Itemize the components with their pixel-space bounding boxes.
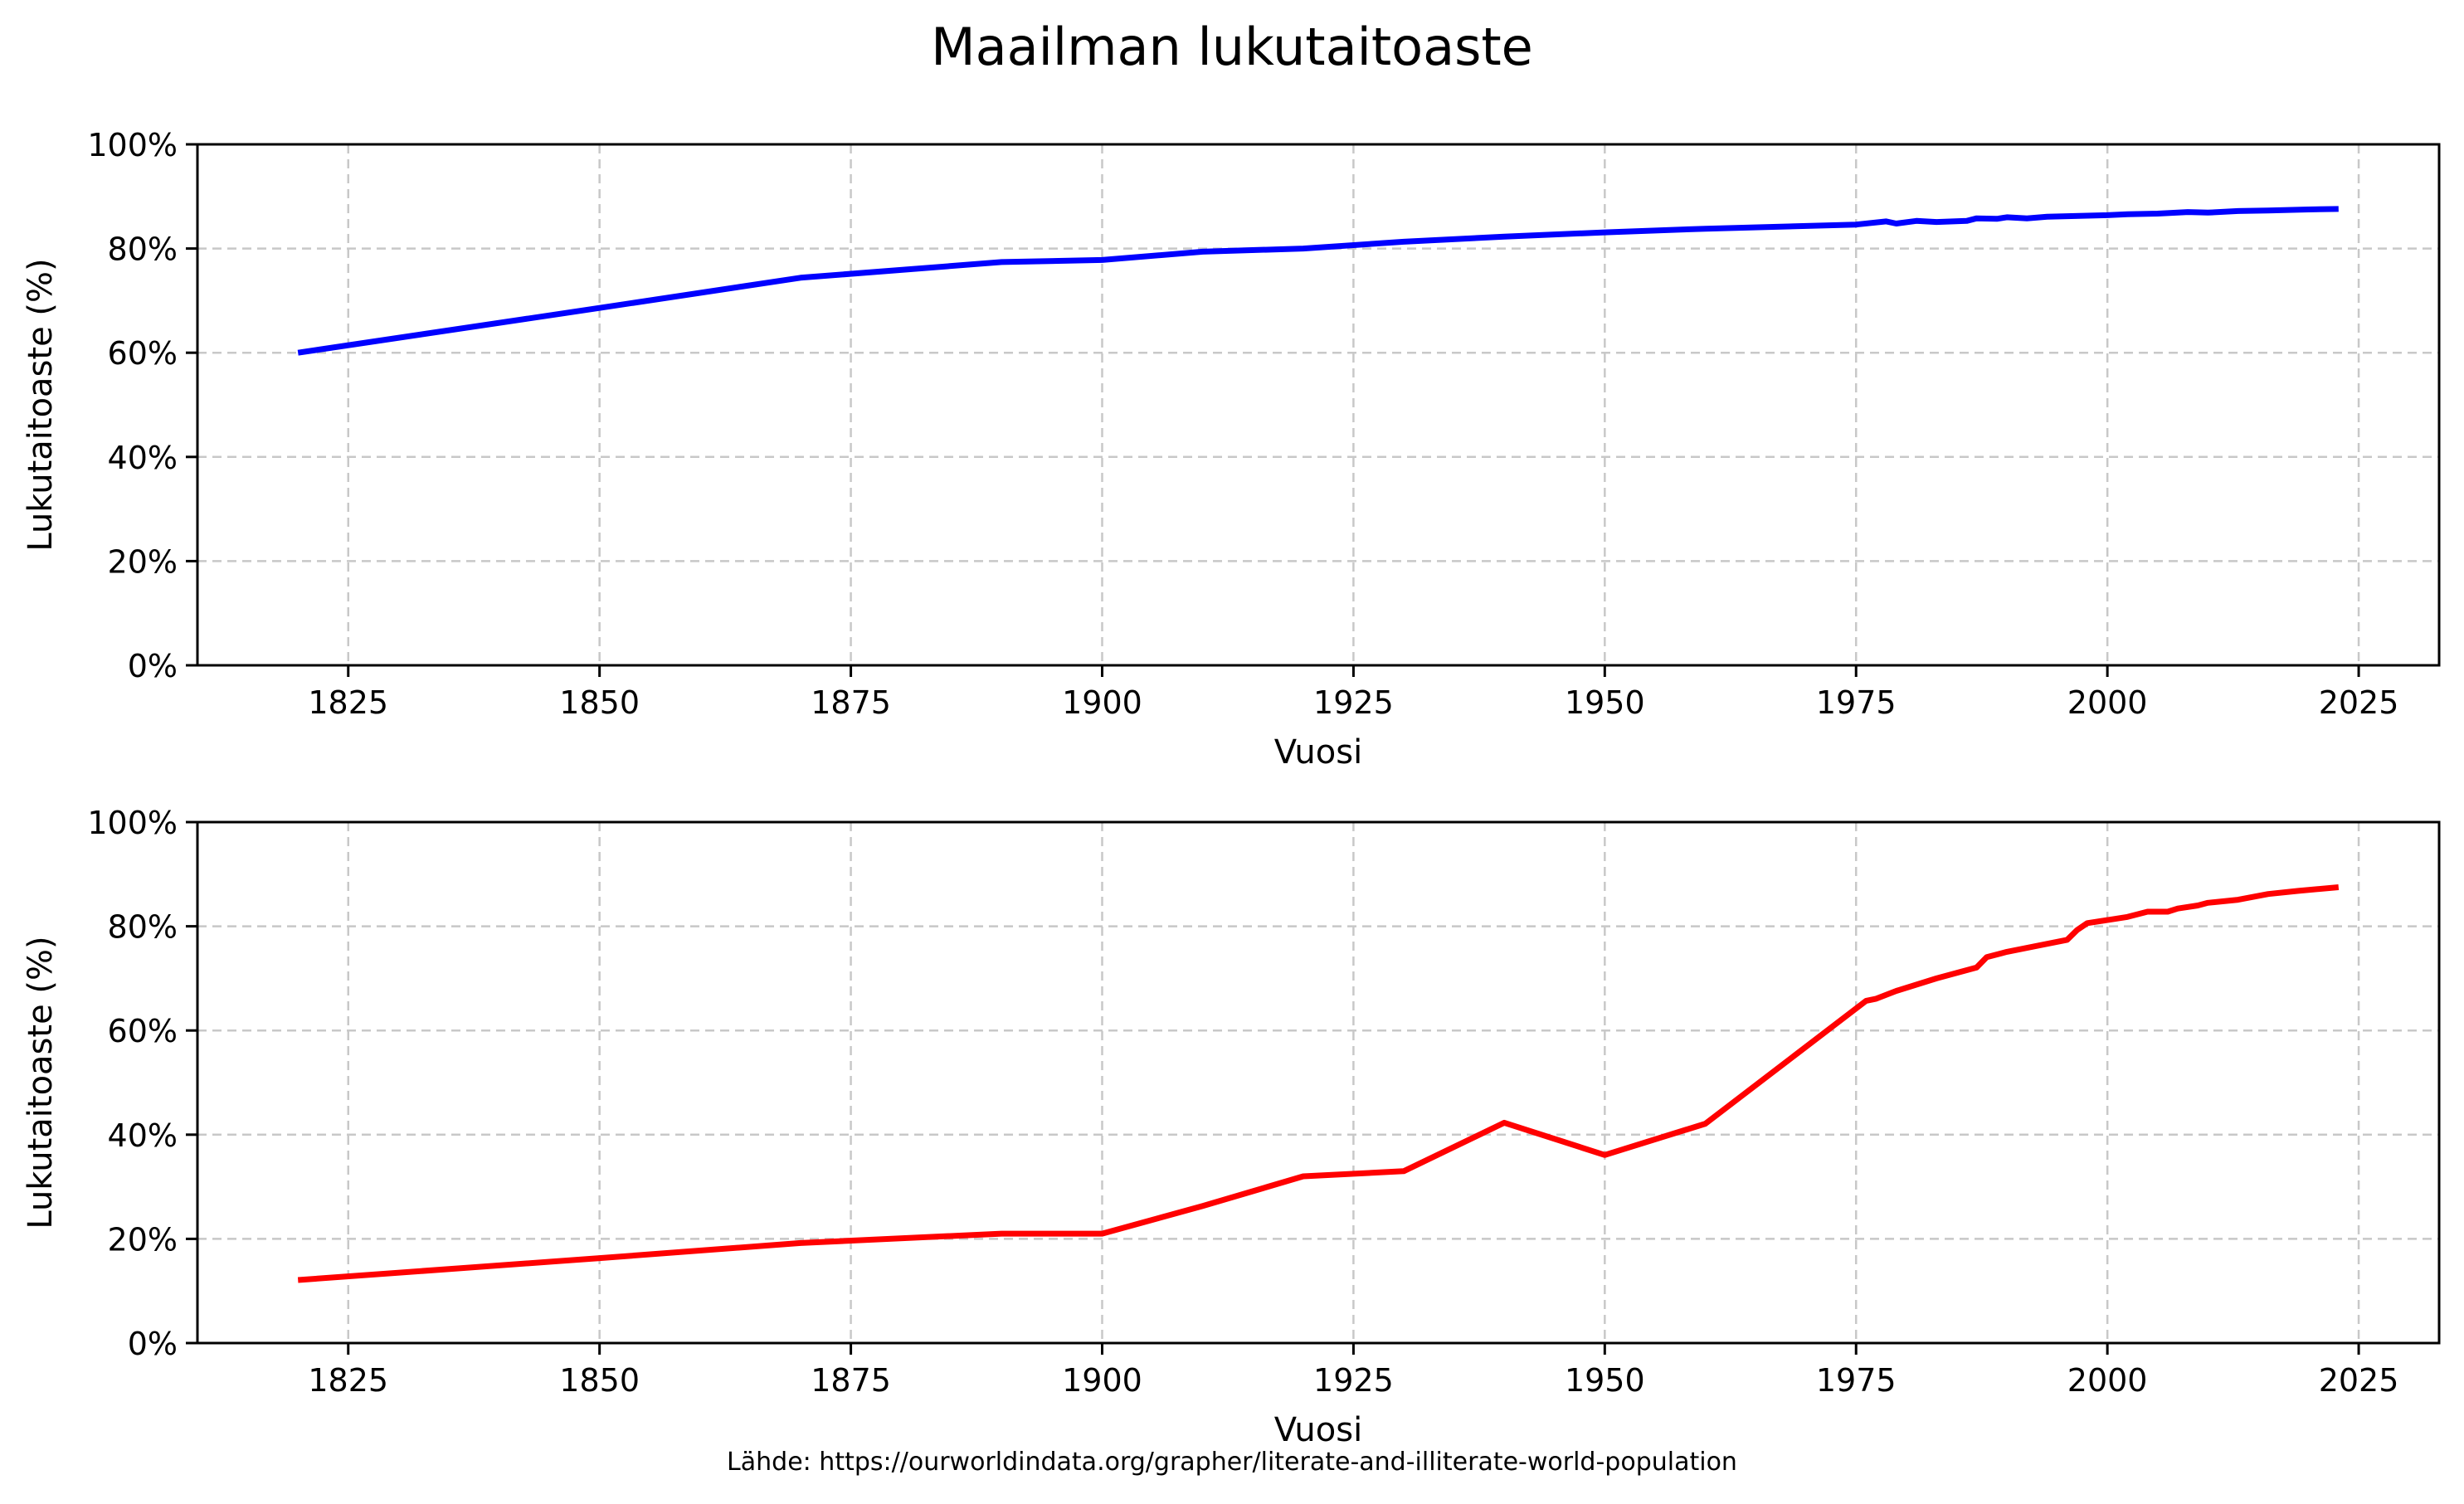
- x-tick-label: 2000: [2067, 684, 2148, 721]
- y-tick-label: 80%: [108, 231, 178, 268]
- y-tick-label: 80%: [108, 909, 178, 946]
- x-axis-ticks: 1825 1850 1875 1900 1925 1950 1975 2000 2025: [308, 1343, 2398, 1399]
- x-tick-label: 1825: [308, 1362, 388, 1399]
- x-tick-label: 1950: [1565, 684, 1645, 721]
- y-tick-label: 40%: [108, 1117, 178, 1154]
- x-tick-label: 1900: [1062, 684, 1142, 721]
- axes-frame: [196, 820, 2441, 1345]
- x-tick-label: 1950: [1565, 1362, 1645, 1399]
- x-tick-label: 1975: [1816, 1362, 1897, 1399]
- data-series-line: [297, 206, 2339, 356]
- y-axis-label: Lukutaitoaste (%): [22, 936, 60, 1229]
- x-tick-label: 1875: [811, 684, 891, 721]
- axes-frame: [196, 143, 2441, 667]
- x-tick-label: 1850: [559, 1362, 640, 1399]
- y-tick-label: 60%: [108, 1013, 178, 1049]
- y-tick-label: 100%: [87, 805, 178, 841]
- x-tick-label: 1825: [308, 684, 388, 721]
- x-tick-label: 2025: [2319, 684, 2399, 721]
- x-tick-label: 1875: [811, 1362, 891, 1399]
- y-tick-label: 60%: [108, 335, 178, 372]
- y-tick-label: 20%: [108, 543, 178, 580]
- x-axis-ticks: 1825 1850 1875 1900 1925 1950 1975 2000 2025: [308, 665, 2398, 721]
- y-axis-label: Lukutaitoaste (%): [22, 258, 60, 551]
- y-axis-ticks: 0% 20% 40% 60% 80% 100%: [87, 805, 197, 1362]
- y-axis-ticks: 0% 20% 40% 60% 80% 100%: [87, 127, 197, 684]
- x-axis-label: Vuosi: [1274, 733, 1362, 771]
- x-tick-label: 2025: [2319, 1362, 2399, 1399]
- x-tick-label: 2000: [2067, 1362, 2148, 1399]
- y-tick-label: 40%: [108, 440, 178, 476]
- y-tick-label: 0%: [128, 648, 178, 684]
- x-tick-label: 1975: [1816, 684, 1897, 721]
- source-note: Lähde: https://ourworldindata.org/graphe…: [727, 1448, 1737, 1477]
- y-tick-label: 0%: [128, 1326, 178, 1362]
- x-tick-label: 1925: [1313, 1362, 1394, 1399]
- grid-lines: [197, 822, 2439, 1343]
- y-tick-label: 100%: [87, 127, 178, 163]
- data-series-line: [297, 884, 2340, 1283]
- figure-title: Maailman lukutaitoaste: [931, 17, 1533, 77]
- x-tick-label: 1850: [559, 684, 640, 721]
- y-tick-label: 20%: [108, 1221, 178, 1258]
- x-axis-label: Vuosi: [1274, 1411, 1362, 1449]
- x-tick-label: 1925: [1313, 684, 1394, 721]
- x-tick-label: 1900: [1062, 1362, 1142, 1399]
